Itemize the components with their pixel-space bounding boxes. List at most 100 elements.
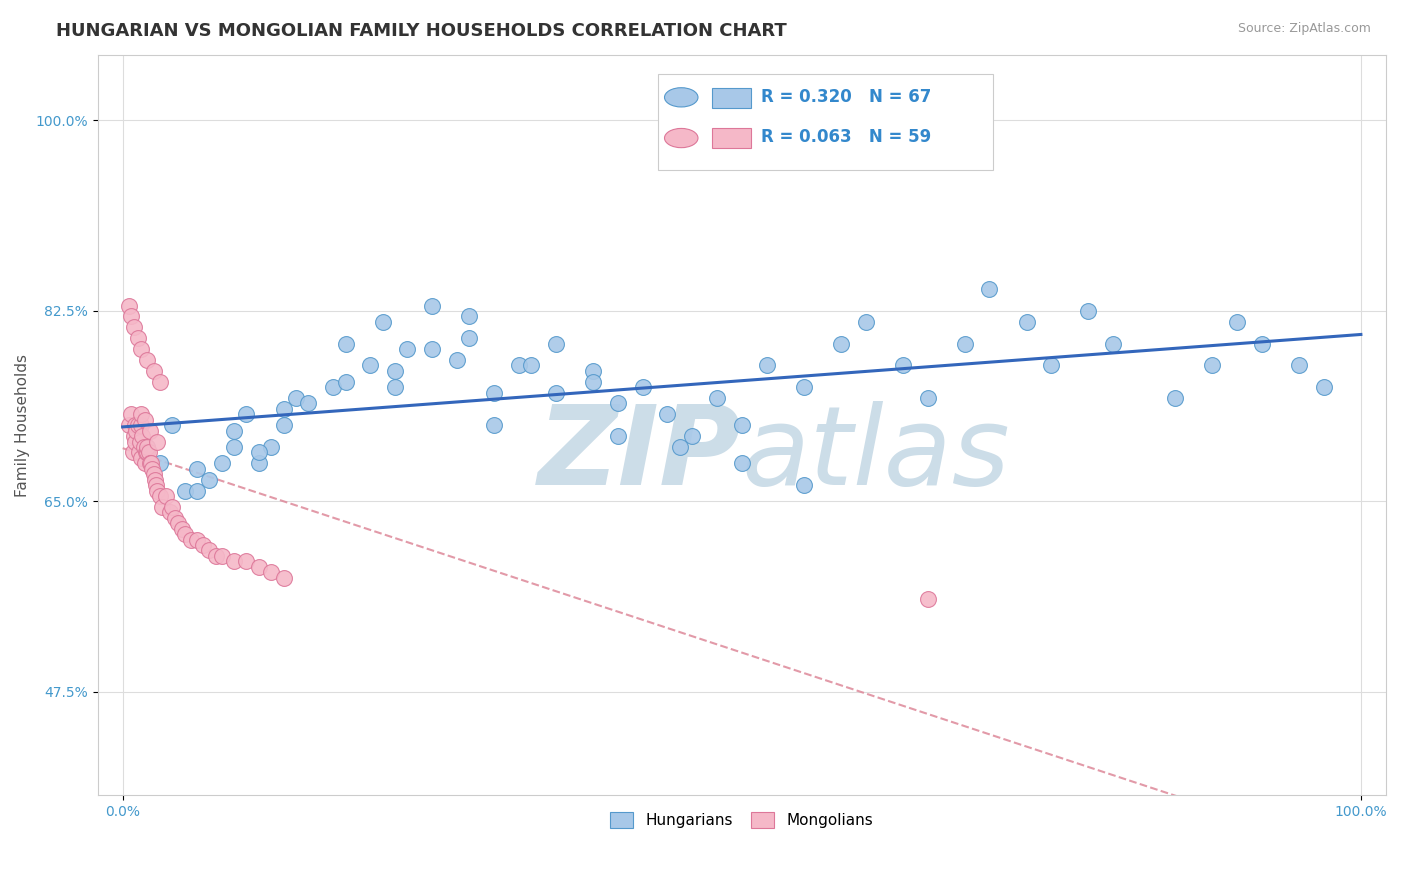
Point — [180, 533, 202, 547]
Point — [139, 456, 162, 470]
Point — [142, 467, 165, 482]
Point — [138, 445, 160, 459]
Text: R = 0.320   N = 67: R = 0.320 N = 67 — [761, 87, 931, 105]
Circle shape — [665, 87, 697, 107]
Point — [160, 418, 183, 433]
Point — [132, 440, 155, 454]
Point — [335, 375, 357, 389]
Point — [160, 500, 183, 514]
Point — [247, 445, 270, 459]
Point — [129, 342, 152, 356]
Point — [224, 554, 246, 568]
Point — [1250, 336, 1272, 351]
Point — [135, 445, 157, 459]
Point — [122, 429, 145, 443]
Point — [127, 418, 149, 433]
Point — [544, 385, 567, 400]
Point — [544, 336, 567, 351]
Text: R = 0.063   N = 59: R = 0.063 N = 59 — [761, 128, 931, 146]
Point — [173, 527, 195, 541]
Y-axis label: Family Households: Family Households — [15, 354, 30, 497]
Point — [224, 440, 246, 454]
Point — [146, 434, 169, 449]
Point — [482, 385, 505, 400]
Point — [247, 456, 270, 470]
Point — [155, 489, 177, 503]
Point — [420, 342, 443, 356]
Point — [129, 450, 152, 465]
Point — [458, 331, 481, 345]
Legend: Hungarians, Mongolians: Hungarians, Mongolians — [603, 805, 880, 836]
Point — [145, 478, 167, 492]
Point — [657, 408, 679, 422]
Text: atlas: atlas — [742, 401, 1011, 508]
Point — [211, 456, 233, 470]
Point — [273, 401, 295, 416]
Point — [118, 418, 141, 433]
Point — [1288, 359, 1310, 373]
Point — [371, 315, 394, 329]
Point — [146, 483, 169, 498]
FancyBboxPatch shape — [713, 87, 751, 108]
Point — [322, 380, 344, 394]
Point — [396, 342, 419, 356]
Point — [482, 418, 505, 433]
Point — [198, 473, 221, 487]
Point — [706, 391, 728, 405]
Point — [134, 413, 156, 427]
Point — [731, 456, 754, 470]
Circle shape — [665, 128, 697, 148]
Point — [917, 391, 939, 405]
Point — [669, 440, 692, 454]
Point — [273, 418, 295, 433]
Point — [149, 489, 172, 503]
Point — [211, 549, 233, 563]
Point — [134, 456, 156, 470]
Point — [129, 434, 152, 449]
Point — [1040, 359, 1063, 373]
Point — [1015, 315, 1038, 329]
Text: HUNGARIAN VS MONGOLIAN FAMILY HOUSEHOLDS CORRELATION CHART: HUNGARIAN VS MONGOLIAN FAMILY HOUSEHOLDS… — [56, 22, 787, 40]
Point — [891, 359, 914, 373]
FancyBboxPatch shape — [658, 74, 993, 169]
Point — [191, 538, 214, 552]
Point — [335, 336, 357, 351]
Point — [150, 500, 173, 514]
Point — [139, 424, 162, 438]
Text: Source: ZipAtlas.com: Source: ZipAtlas.com — [1237, 22, 1371, 36]
Point — [273, 571, 295, 585]
Point — [198, 543, 221, 558]
Point — [793, 380, 815, 394]
Point — [142, 364, 165, 378]
Point — [420, 299, 443, 313]
Point — [917, 592, 939, 607]
Point — [129, 408, 152, 422]
Point — [446, 353, 468, 368]
Point — [830, 336, 852, 351]
Point — [172, 522, 194, 536]
Text: ZIP: ZIP — [538, 401, 742, 508]
Point — [1226, 315, 1249, 329]
Point — [681, 429, 703, 443]
Point — [285, 391, 308, 405]
Point — [149, 456, 172, 470]
Point — [128, 445, 150, 459]
Point — [582, 375, 605, 389]
Point — [1164, 391, 1187, 405]
Point — [204, 549, 226, 563]
Point — [120, 310, 142, 324]
Point — [953, 336, 976, 351]
Point — [131, 429, 153, 443]
Point — [731, 418, 754, 433]
Point — [127, 331, 149, 345]
Point — [582, 364, 605, 378]
Point — [143, 473, 166, 487]
Point — [186, 533, 208, 547]
Point — [186, 462, 208, 476]
Point — [136, 353, 159, 368]
Point — [118, 299, 141, 313]
Point — [141, 462, 163, 476]
Point — [129, 418, 152, 433]
Point — [122, 320, 145, 334]
Point — [120, 408, 142, 422]
